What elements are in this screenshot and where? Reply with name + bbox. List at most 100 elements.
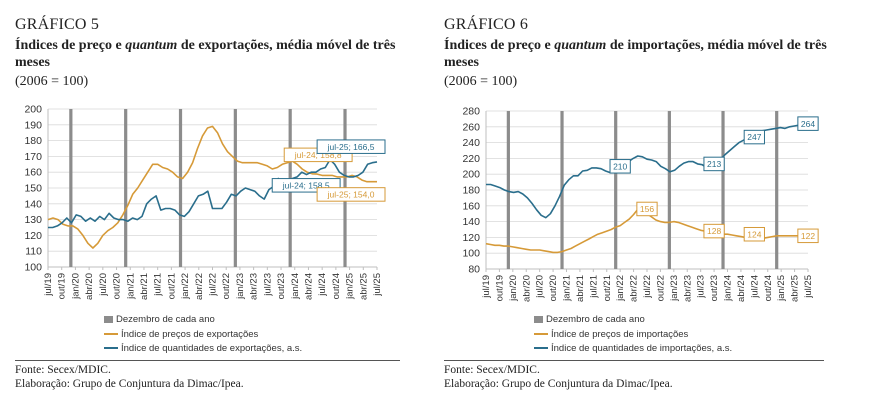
data-label: 122 [801,231,815,241]
annotations: 210 156 213 128 247 124 264 122 [609,116,819,244]
title-emphasis: quantum [554,38,607,53]
x-tick-label: out/22 [655,275,666,301]
y-tick-label: 110 [25,246,42,258]
x-tick-label: abr/21 [575,275,586,302]
data-label-box [797,116,819,131]
y-tick-label: 160 [24,167,42,179]
x-tick-label: abr/25 [790,275,801,302]
figure-unit: (2006 = 100) [15,74,89,89]
figure-unit: (2006 = 100) [444,74,518,89]
data-label-box [743,129,765,145]
legend-item: Dezembro de cada ano [104,313,302,328]
x-tick-label: jan/24 [290,273,301,300]
x-tick-label: abr/24 [736,275,747,302]
x-tick-label: out/19 [57,273,68,299]
divider [444,360,824,361]
y-tick-label: 80 [468,264,480,276]
series-line-price [47,125,377,249]
y-tick-label: 200 [24,104,42,116]
data-label-box [703,156,725,172]
y-tick-label: 160 [462,200,480,212]
figure-number: GRÁFICO 5 [15,16,100,33]
source-text: Fonte: Secex/MDIC. [15,364,111,376]
figure-title: Índices de preço e quantum de exportaçõe… [15,37,405,71]
data-label: 124 [747,229,761,239]
x-tick-label: abr/23 [682,275,693,302]
legend: Dezembro de cada ano Índice de preços de… [534,313,732,357]
x-tick-label: jan/20 [70,273,81,300]
x-tick-label: jul/19 [43,273,54,297]
y-tick-label: 140 [462,216,480,228]
x-tick-label: jul/25 [372,273,383,297]
x-tick-label: abr/20 [521,275,532,302]
legend-item: Índice de quantidades de importações, a.… [534,342,732,357]
december-bar [506,111,510,269]
legend: Dezembro de cada ano Índice de preços de… [104,313,302,357]
data-label-box [797,228,819,244]
title-part: de importações, média móvel de três mese… [444,38,827,70]
y-tick-label: 190 [24,119,42,131]
x-tick-label: out/20 [112,273,123,299]
series-line-quantity [48,158,378,229]
y-tick-label: 180 [24,135,42,147]
x-tick-label: jul/25 [803,275,814,299]
y-tick-label: 240 [462,137,480,149]
legend-swatch-quantity [104,347,118,350]
y-tick-label: 100 [462,248,480,260]
legend-label: Índice de quantidades de importações, a.… [551,343,733,354]
december-bar [667,111,671,269]
y-tick-label: 200 [462,169,480,181]
december-bar [614,111,618,269]
legend-label: Índice de preços de exportações [121,328,259,340]
source-text: Fonte: Secex/MDIC. [444,364,540,376]
legend-label: Dezembro de cada ano [546,314,645,325]
y-tick-label: 220 [462,153,480,165]
legend-item: Índice de quantidades de exportações, a.… [104,342,302,357]
december-bar [124,109,128,267]
y-tick-label: 180 [462,185,480,197]
data-label: jul-25; 166,5 [327,142,375,152]
legend-swatch-price [104,332,118,335]
title-emphasis: quantum [125,38,178,53]
legend-label: Índice de preços de importações [551,328,689,340]
x-tick-label: out/24 [763,275,774,301]
data-label: 128 [707,226,721,236]
x-tick-label: jul/23 [696,275,707,299]
x-tick-label: out/23 [709,275,720,301]
x-tick-label: abr/21 [139,273,150,300]
legend-item: Índice de preços de exportações [104,328,302,343]
data-label-box [743,226,765,242]
y-tick-label: 280 [462,106,480,118]
x-tick-label: jan/21 [562,275,573,302]
y-tick-label: 120 [24,230,42,242]
data-label-box [316,187,386,202]
x-tick-label: out/21 [602,275,613,301]
x-tick-label: jan/23 [235,273,246,300]
legend-label: Dezembro de cada ano [116,314,215,325]
legend-swatch-price [534,332,548,335]
december-bar [775,111,779,269]
december-bar [233,109,237,267]
x-tick-label: abr/22 [629,275,640,302]
x-tick-label: abr/25 [358,273,369,300]
y-tick-label: 120 [462,232,480,244]
x-tick-label: jan/21 [125,273,136,300]
x-tick-label: abr/22 [194,273,205,300]
source-note: Fonte: Secex/MDIC. Elaboração: Grupo de … [444,363,673,391]
legend-item: Dezembro de cada ano [534,313,732,328]
legend-swatch-quantity [534,347,548,350]
data-label-box [316,139,386,154]
data-label: 264 [801,119,815,129]
y-tick-label: 170 [24,151,42,163]
x-tick-label: jan/23 [669,275,680,302]
x-tick-label: jul/20 [98,273,109,297]
x-tick-label: abr/20 [84,273,95,300]
data-label-box [609,159,631,174]
figure-number: GRÁFICO 6 [444,16,529,33]
legend-swatch-bar [104,315,113,323]
x-tick-label: abr/24 [303,273,314,300]
data-label-box [703,223,725,239]
annotations: jul-24; 158,8 jul-24; 158,5 jul-25; 166,5 j… [271,139,386,202]
data-label-box [636,201,658,217]
data-label: jul-24; 158,8 [294,150,342,160]
